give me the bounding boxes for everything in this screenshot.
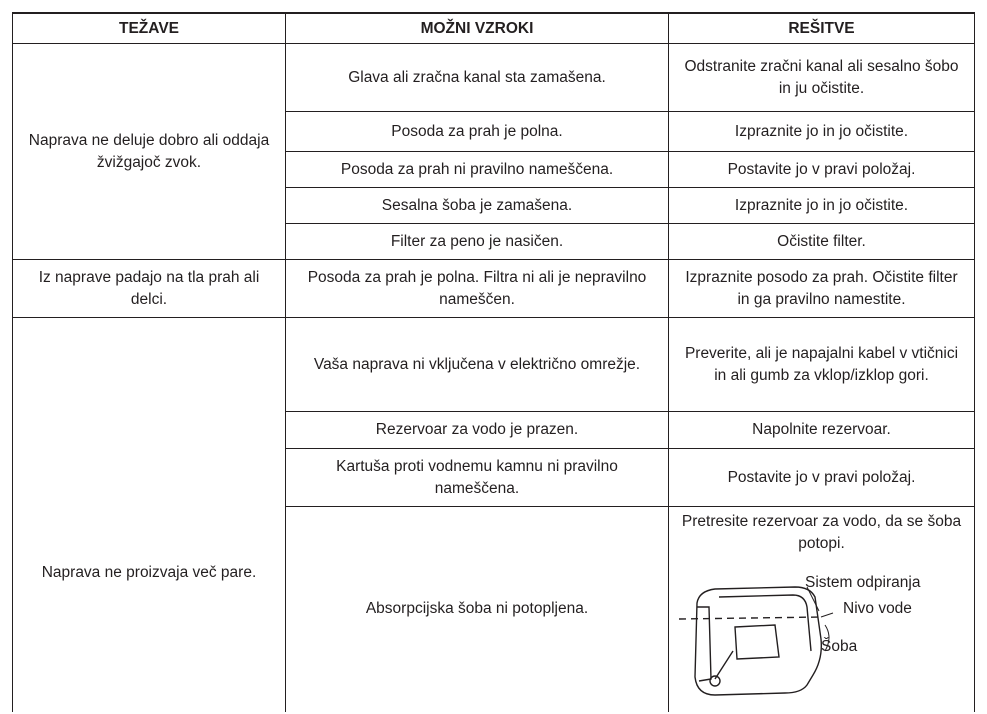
header-cell: MOŽNI VZROKI: [285, 12, 669, 44]
cause-cell: Rezervoar za vodo je prazen.: [285, 411, 669, 449]
diagram-label: Nivo vode: [843, 600, 912, 617]
cause-cell: Glava ali zračna kanal sta zamašena.: [285, 43, 669, 112]
solution-cell: Odstranite zračni kanal ali sesalno šobo…: [668, 43, 975, 112]
header-cell: TEŽAVE: [12, 12, 286, 44]
nozzle: [709, 675, 721, 687]
cause-cell: Vaša naprava ni vključena v električno o…: [285, 317, 669, 412]
row: Naprava ne proizvaja več pare. Vaša napra…: [12, 317, 975, 712]
header-row: TEŽAVE MOŽNI VZROKI REŠITVE: [12, 12, 975, 44]
cause-cell: Filter za peno je nasičen.: [285, 223, 669, 260]
diagram-label: Šoba: [821, 638, 858, 655]
water-level: [678, 616, 824, 620]
cause-cell: Absorpcijska šoba ni potopljena.: [285, 506, 669, 712]
tank-outline: [694, 586, 823, 696]
diagram-label: Sistem odpiranja: [805, 574, 921, 591]
row: Naprava ne deluje dobro ali oddaja žvižg…: [12, 43, 975, 260]
solution-cell: Izpraznite jo in jo očistite.: [668, 111, 975, 152]
problem-cell: Iz naprave padajo na tla prah ali delci.: [12, 259, 286, 318]
diagram: Sistem odpiranja Nivo vode Šoba: [678, 574, 921, 696]
solution-cell: Preverite, ali je napajalni kabel v vtič…: [668, 317, 975, 412]
cause-cell: Sesalna šoba je zamašena.: [285, 187, 669, 224]
problem-cell: Naprava ne proizvaja več pare.: [12, 317, 286, 712]
header-cell: REŠITVE: [668, 12, 975, 44]
solution-cell: Napolnite rezervoar.: [668, 411, 975, 449]
tank-inner: [714, 594, 812, 680]
leader: [820, 612, 834, 618]
row: Rezervoar za vodo je prazen. Napolnite re…: [13, 411, 975, 449]
cause-cell: Kartuša proti vodnemu kamnu ni pravilno …: [285, 448, 669, 507]
cause-cell: Posoda za prah ni pravilno nameščena.: [285, 151, 669, 188]
leader: [824, 624, 830, 652]
solution-cell: Izpraznite jo in jo očistite.: [668, 187, 975, 224]
solution-text: Pretresite rezervoar za vodo, da se šoba…: [681, 513, 962, 552]
cause-cell: Posoda za prah je polna.: [285, 111, 669, 152]
solution-cell: Očistite filter.: [668, 223, 975, 260]
solution-cell: Postavite jo v pravi položaj.: [668, 448, 975, 507]
solution-cell: Izpraznite posodo za prah. Očistite filt…: [668, 259, 975, 318]
problem-cell: Naprava ne deluje dobro ali oddaja žvižg…: [12, 43, 286, 260]
row: Filter za peno je nasičen. Očistite filte…: [13, 223, 975, 260]
row: Sesalna šoba je zamašena. Izpraznite jo i…: [13, 187, 975, 224]
leader: [806, 586, 820, 612]
solution-cell: Pretresite rezervoar za vodo, da se šoba…: [668, 506, 975, 712]
tank-handle: [697, 606, 712, 682]
cause-cell: Posoda za prah je polna. Filtra ni ali j…: [285, 259, 669, 318]
row: Kartuša proti vodnemu kamnu ni pravilno …: [13, 448, 975, 507]
row: Iz naprave padajo na tla prah ali delci.…: [12, 259, 975, 318]
troubleshooting-table: TEŽAVE MOŽNI VZROKI REŠITVE Naprava ne d…: [12, 12, 975, 712]
row: Posoda za prah ni pravilno nameščena. Pos…: [13, 151, 975, 188]
row: Absorpcijska šoba ni potopljena. Pretresi…: [13, 506, 975, 712]
row: Posoda za prah je polna. Izpraznite jo in…: [13, 111, 975, 152]
solution-cell: Postavite jo v pravi položaj.: [668, 151, 975, 188]
